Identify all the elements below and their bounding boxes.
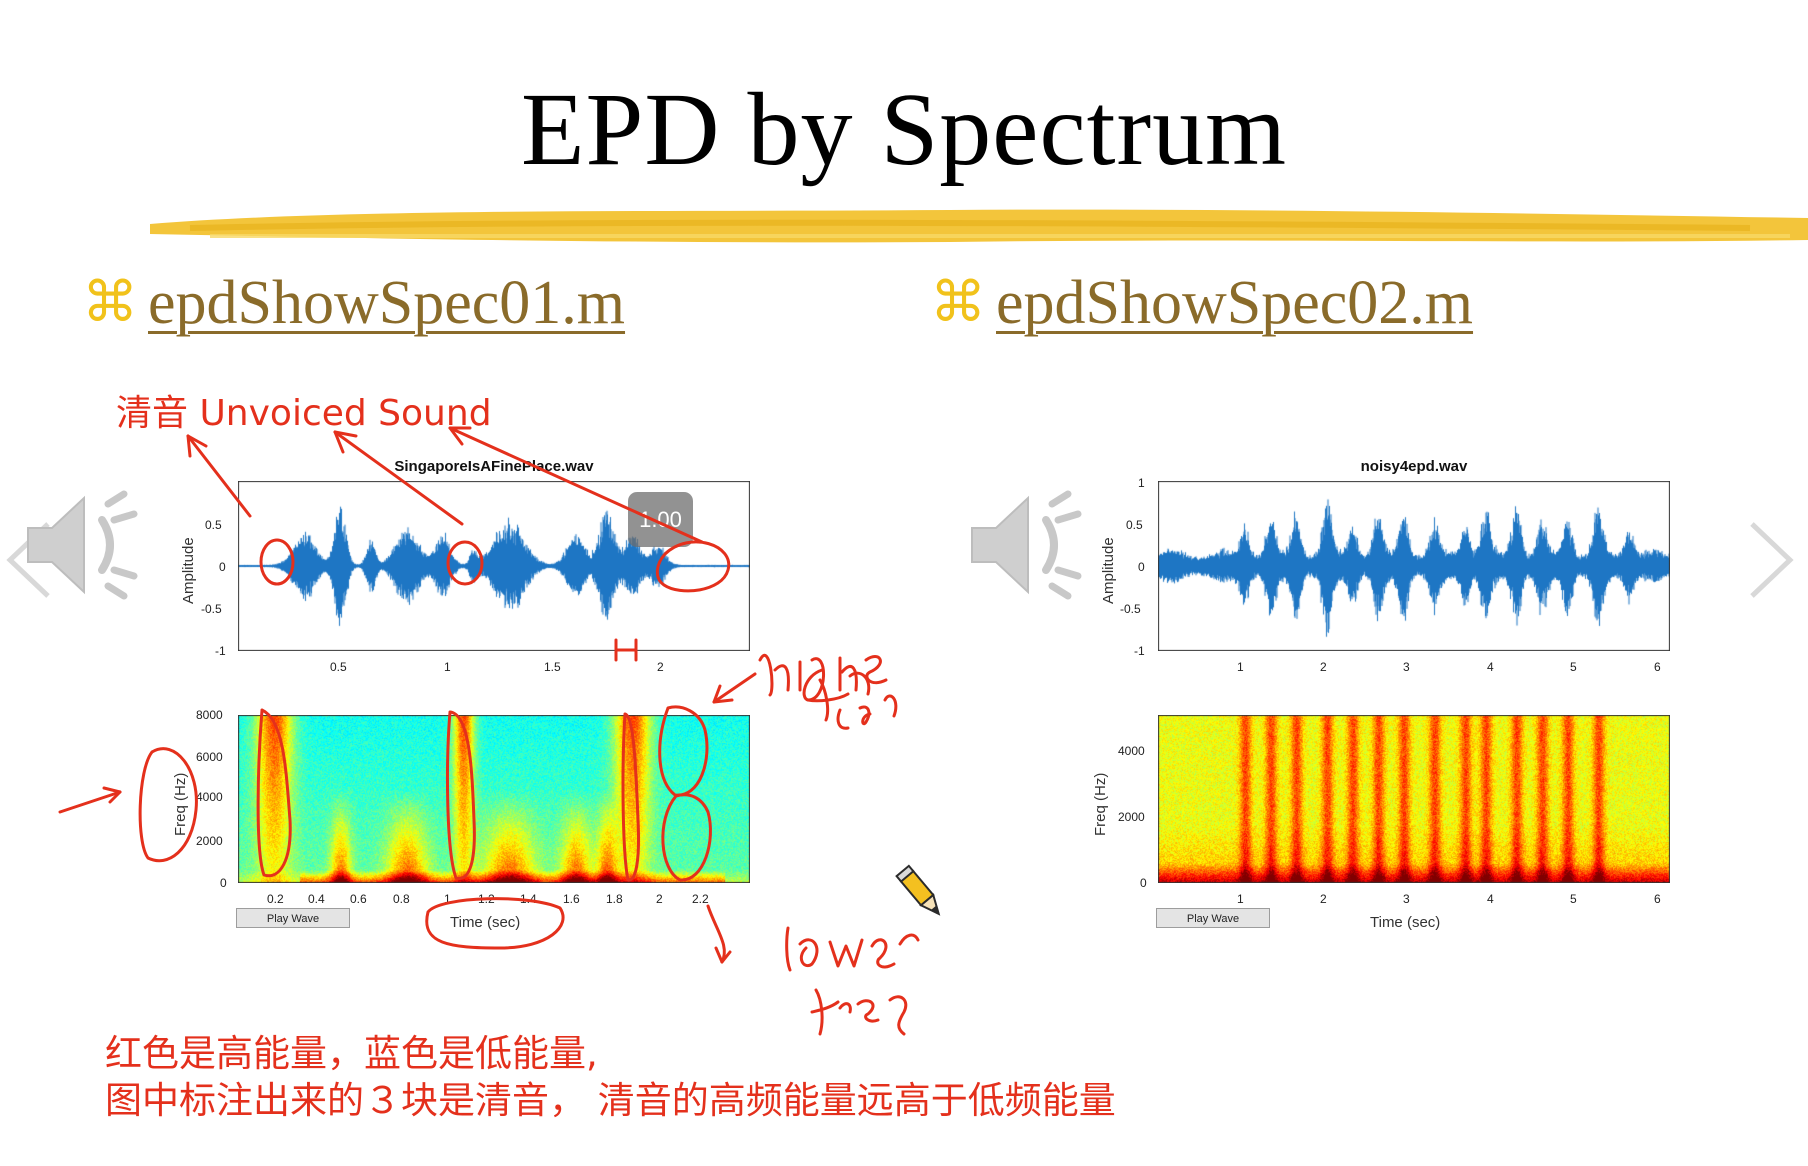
x-tick: 0.5 <box>330 660 347 674</box>
circle-mark <box>655 540 731 593</box>
circle-mark <box>259 538 295 586</box>
x-tick: 0.2 <box>267 892 284 906</box>
right-play-wave-button[interactable]: Play Wave <box>1156 908 1270 928</box>
x-tick: 2.2 <box>692 892 709 906</box>
x-tick: 1 <box>444 660 451 674</box>
y-tick: 0 <box>1138 560 1145 574</box>
x-tick: 4 <box>1487 660 1494 674</box>
next-slide-arrow-icon[interactable] <box>1746 520 1796 600</box>
y-tick: 4000 <box>1118 744 1145 758</box>
x-tick: 1.8 <box>606 892 623 906</box>
loop-mark <box>256 708 292 878</box>
y-tick: 0 <box>1140 876 1147 890</box>
loop-mark <box>621 712 640 882</box>
command-key-icon: ⌘ <box>930 270 986 335</box>
x-tick: 2 <box>656 892 663 906</box>
link-epdshowspec01[interactable]: epdShowSpec01.m <box>148 269 626 337</box>
right-wave-title: noisy4epd.wav <box>1360 458 1468 475</box>
bottom-note-line2: 图中标注出来的３块是清音， 清音的高频能量远高于低频能量 <box>105 1079 1116 1122</box>
y-tick: 2000 <box>1118 810 1145 824</box>
y-tick: -0.5 <box>201 602 222 616</box>
x-tick: 1.5 <box>544 660 561 674</box>
x-tick: 0.4 <box>308 892 325 906</box>
title-underline-brush <box>150 209 1808 243</box>
arrow-to-label <box>186 434 252 518</box>
link-epdshowspec02[interactable]: epdShowSpec02.m <box>996 269 1474 337</box>
y-tick: -0.5 <box>1120 602 1141 616</box>
slide-title: EPD by Spectrum <box>520 72 1288 187</box>
x-tick: 0.6 <box>350 892 367 906</box>
right-waveform-plot <box>1158 481 1670 651</box>
right-time-label: Time (sec) <box>1370 914 1441 931</box>
x-tick: 6 <box>1654 660 1661 674</box>
x-tick: 2 <box>1320 660 1327 674</box>
bottom-explanation-note: 红色是高能量，蓝色是低能量, 图中标注出来的３块是清音， 清音的高频能量远高于低… <box>105 1030 1116 1124</box>
x-tick: 5 <box>1570 660 1577 674</box>
x-tick: 1 <box>444 892 451 906</box>
x-tick: 1 <box>1237 892 1244 906</box>
x-tick: 2 <box>657 660 664 674</box>
loop-mark <box>661 793 712 882</box>
x-tick: 4 <box>1487 892 1494 906</box>
y-tick: 4000 <box>196 790 223 804</box>
x-tick: 1.6 <box>563 892 580 906</box>
circle-mark <box>446 540 484 586</box>
y-tick: 0.5 <box>205 518 222 532</box>
command-key-icon: ⌘ <box>82 270 138 335</box>
y-tick: 0.5 <box>1126 518 1143 532</box>
loop-mark <box>446 710 476 880</box>
bullet-epdshowspec01: ⌘ epdShowSpec01.m <box>82 268 625 338</box>
speaker-icon[interactable] <box>966 490 1086 600</box>
y-tick: 1 <box>1138 476 1145 490</box>
lower-freq-text <box>785 926 920 972</box>
circle-mark <box>138 747 198 863</box>
y-tick: 0 <box>219 560 226 574</box>
y-tick: -1 <box>215 644 226 658</box>
x-tick: 1 <box>1237 660 1244 674</box>
x-tick: 2 <box>1320 892 1327 906</box>
y-tick: 6000 <box>196 750 223 764</box>
x-tick: 3 <box>1403 660 1410 674</box>
playback-speed-badge: 1.00 <box>628 492 693 547</box>
y-tick: 8000 <box>196 708 223 722</box>
left-play-wave-button[interactable]: Play Wave <box>236 908 350 928</box>
y-tick: 2000 <box>196 834 223 848</box>
unvoiced-sound-note: 清音 Unvoiced Sound <box>116 393 492 434</box>
x-tick: 3 <box>1403 892 1410 906</box>
circle-mark <box>425 897 565 950</box>
y-tick: 0 <box>220 876 227 890</box>
arrow-to-label <box>333 430 464 526</box>
right-spectrogram-plot <box>1158 715 1670 883</box>
x-tick: 5 <box>1570 892 1577 906</box>
arrow-to-label <box>448 426 704 544</box>
bottom-note-line1: 红色是高能量，蓝色是低能量, <box>105 1032 598 1075</box>
left-time-label: Time (sec) <box>450 914 521 931</box>
bullet-epdshowspec02: ⌘ epdShowSpec02.m <box>930 268 1473 338</box>
x-tick: 0.8 <box>393 892 410 906</box>
x-tick: 6 <box>1654 892 1661 906</box>
speaker-icon[interactable] <box>22 490 142 600</box>
y-tick: -1 <box>1134 644 1145 658</box>
pencil-cursor-icon <box>895 864 941 916</box>
loop-mark <box>658 705 709 797</box>
